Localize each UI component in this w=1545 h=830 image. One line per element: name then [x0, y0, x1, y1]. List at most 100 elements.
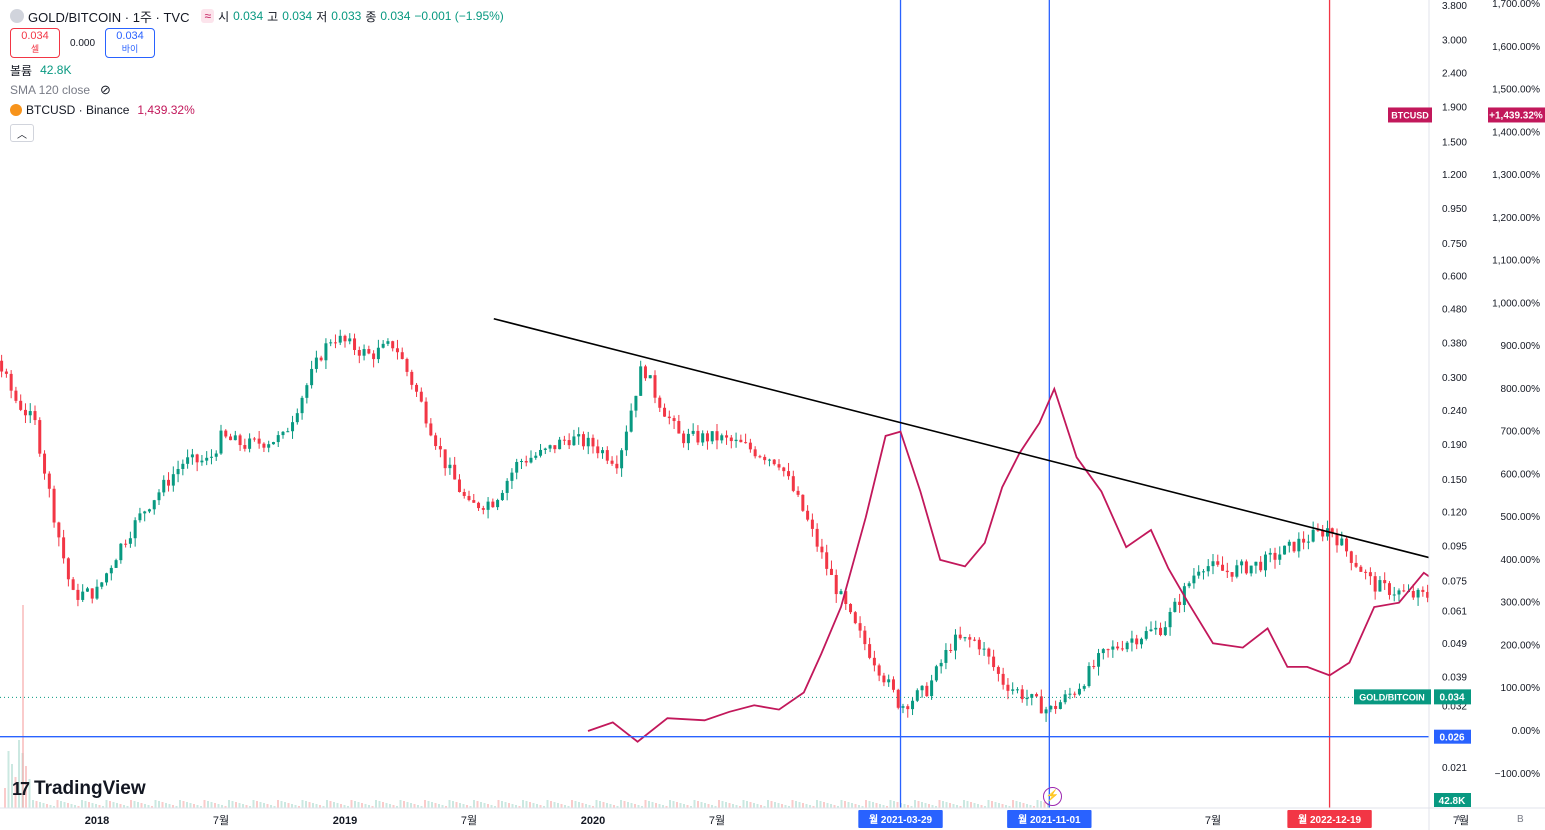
volume-row[interactable]: 볼륨 42.8K: [10, 60, 504, 80]
candle-body: [38, 420, 42, 454]
candle-body: [953, 634, 957, 651]
volume-bar: [588, 805, 591, 808]
candle-body: [1302, 538, 1306, 543]
sma-row[interactable]: SMA 120 close ⊘: [10, 80, 504, 100]
symbol-title[interactable]: GOLD/BITCOIN · 1주 · TVC: [28, 9, 190, 25]
volume-bar: [448, 800, 451, 808]
volume-bar: [571, 800, 573, 808]
date-marker-badge[interactable]: [1287, 810, 1372, 828]
candle-body: [214, 453, 218, 457]
volume-bar: [567, 806, 570, 808]
volume-bar: [511, 804, 514, 808]
volume-bar: [350, 800, 353, 808]
compare-approx-icon[interactable]: ≈: [201, 9, 215, 23]
candle-body: [772, 459, 776, 465]
volume-bar: [858, 805, 860, 808]
volume-bar: [347, 806, 349, 808]
volume-bar: [245, 805, 248, 808]
volume-bar: [718, 800, 720, 808]
volume-bar: [116, 803, 118, 808]
candle-body: [81, 591, 85, 600]
volume-bar: [77, 806, 80, 808]
candle-body: [138, 513, 142, 521]
volume-bar: [578, 802, 580, 808]
volume-bar: [791, 800, 794, 808]
candle-body: [643, 366, 647, 379]
volume-bar: [25, 766, 27, 808]
candle-body: [629, 410, 633, 432]
candle-body: [872, 657, 876, 666]
descending-trendline[interactable]: [493, 317, 1545, 737]
volume-bar: [11, 764, 13, 808]
candle-body: [705, 433, 709, 442]
volume-bar: [95, 804, 97, 808]
candle-body: [810, 519, 814, 529]
candle-body: [696, 430, 700, 443]
collapse-legend-button[interactable]: ︿: [10, 124, 34, 142]
volume-bar: [431, 802, 433, 808]
tradingview-mark-icon: 17: [12, 778, 30, 799]
candle-body: [1421, 589, 1425, 592]
candle-body: [710, 431, 714, 442]
candle-body: [28, 411, 32, 416]
candle-body: [1292, 541, 1296, 552]
auto-scale-button[interactable]: A: [1455, 814, 1462, 825]
candle-body: [1378, 580, 1382, 592]
volume-bar: [907, 805, 909, 808]
sell-button[interactable]: 0.034 셀: [10, 28, 60, 58]
candle-body: [100, 582, 104, 587]
volume-bar: [294, 805, 297, 808]
left-axis-tick-label: 0.061: [1442, 607, 1467, 618]
candle-body: [457, 479, 461, 492]
volume-bar: [889, 800, 892, 808]
volume-bar: [74, 805, 76, 808]
buy-button[interactable]: 0.034 바이: [105, 28, 156, 58]
candle-body: [1426, 591, 1430, 598]
date-marker-badge[interactable]: [1007, 810, 1092, 828]
compare-row[interactable]: BTCUSD · Binance 1,439.32%: [10, 100, 504, 120]
candle-body: [577, 434, 581, 437]
volume-bar: [165, 803, 167, 808]
volume-bar: [833, 805, 836, 808]
candle-body: [973, 639, 977, 641]
left-axis-tick-label: 0.750: [1442, 239, 1467, 250]
chart-legend: GOLD/BITCOIN · 1주 · TVC ≈ 시 0.034 고 0.034 …: [10, 6, 504, 142]
volume-bar: [606, 803, 608, 808]
volume-bar: [462, 804, 465, 808]
volume-bar: [522, 800, 524, 808]
volume-bar: [497, 800, 500, 808]
candle-body: [1125, 642, 1129, 650]
left-axis-tick-label: 1.200: [1442, 170, 1467, 181]
volume-bar: [602, 802, 605, 808]
log-scale-button[interactable]: B: [1517, 814, 1524, 825]
candle-body: [901, 706, 905, 708]
eye-hidden-icon[interactable]: ⊘: [100, 82, 111, 97]
volume-bar: [504, 802, 507, 808]
volume-bar: [252, 800, 255, 808]
candle-body: [305, 385, 309, 398]
date-marker-badge[interactable]: [858, 810, 943, 828]
volume-bar: [966, 801, 969, 808]
left-axis-tick-label: 3.000: [1442, 36, 1467, 47]
volume-value-badge: [1434, 793, 1471, 807]
candle-body: [381, 343, 385, 348]
candle-body: [190, 454, 194, 458]
candle-body: [57, 522, 61, 538]
volume-bar: [308, 802, 311, 808]
volume-bar: [410, 803, 412, 808]
candle-body: [725, 435, 729, 438]
btcusd-compare-line[interactable]: [587, 94, 1545, 743]
volume-bar: [574, 801, 577, 808]
x-axis-tick-label: 7월: [213, 814, 229, 827]
candle-body: [243, 445, 247, 449]
tradingview-logo[interactable]: 17 TradingView: [12, 778, 146, 800]
candle-body: [567, 440, 571, 446]
volume-bar: [315, 804, 318, 808]
volume-bar: [802, 803, 804, 808]
lightning-icon[interactable]: ⚡: [1043, 787, 1062, 806]
right-axis-tick-label: 500.00%: [1501, 512, 1541, 523]
volume-bar: [266, 804, 269, 808]
volume-bar: [914, 800, 916, 808]
volume-bar: [924, 803, 927, 808]
